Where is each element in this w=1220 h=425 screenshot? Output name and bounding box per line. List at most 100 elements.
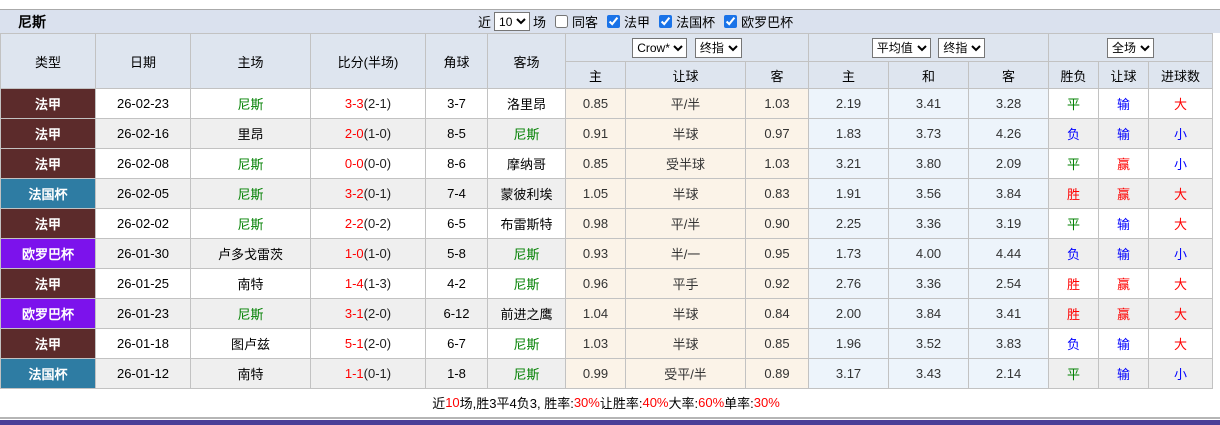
avg-away-odds: 4.26 xyxy=(968,118,1050,149)
sub-col-handicap-result: 让球 xyxy=(1098,61,1150,89)
halftime-score: (0-0) xyxy=(363,156,392,171)
scope-select[interactable]: 全场 xyxy=(1107,37,1155,58)
coupe-filter-label: 法国杯 xyxy=(676,15,716,30)
match-date: 26-02-23 xyxy=(95,88,191,119)
league-badge: 法甲 xyxy=(0,208,96,239)
summary-text: 近 xyxy=(432,396,446,411)
result-badge: 负 xyxy=(1048,238,1100,269)
match-date: 26-02-02 xyxy=(95,208,191,239)
avg-home-odds: 1.96 xyxy=(808,328,890,359)
bottom-divider xyxy=(0,417,1220,419)
match-date: 26-02-08 xyxy=(95,148,191,179)
fulltime-score: 2-2 xyxy=(344,216,364,231)
europa-filter-checkbox[interactable] xyxy=(724,15,738,28)
home-team: 尼斯 xyxy=(190,208,311,239)
score: 5-1(2-0) xyxy=(310,328,426,359)
result-badge: 平 xyxy=(1048,148,1100,179)
odds-away: 0.89 xyxy=(744,358,810,389)
match-date: 26-01-18 xyxy=(95,328,191,359)
win-rate: 30% xyxy=(573,395,600,410)
fulltime-score: 3-3 xyxy=(344,96,364,111)
ligue1-filter-checkbox[interactable] xyxy=(607,15,621,28)
sub-col-goals: 进球数 xyxy=(1148,61,1214,89)
summary-text: 单率: xyxy=(724,396,754,411)
corner-score: 6-7 xyxy=(425,328,488,359)
halftime-score: (1-0) xyxy=(363,126,392,141)
handicap-result: 赢 xyxy=(1098,268,1150,299)
avg-away-odds: 3.19 xyxy=(968,208,1050,239)
avg-away-odds: 2.54 xyxy=(968,268,1050,299)
fulltime-score: 3-1 xyxy=(344,306,364,321)
recent-count-select[interactable]: 10 xyxy=(494,12,531,31)
odds-home: 1.03 xyxy=(565,328,626,359)
match-date: 26-01-30 xyxy=(95,238,191,269)
corner-score: 8-6 xyxy=(425,148,488,179)
bookmaker-select[interactable]: Crow* xyxy=(632,37,688,58)
home-team: 图卢兹 xyxy=(190,328,311,359)
odds-away: 0.84 xyxy=(744,298,810,329)
col-type: 类型 xyxy=(0,33,96,89)
odds-home: 1.04 xyxy=(565,298,626,329)
away-team: 前进之鹰 xyxy=(487,298,566,329)
summary-count: 10 xyxy=(445,395,460,410)
goals-result: 大 xyxy=(1148,178,1214,209)
halftime-score: (1-0) xyxy=(363,246,392,261)
goals-result: 小 xyxy=(1148,118,1214,149)
odds-home: 0.91 xyxy=(565,118,626,149)
sub-col-avg-home: 主 xyxy=(808,61,890,89)
fulltime-score: 2-0 xyxy=(344,126,364,141)
home-team: 尼斯 xyxy=(190,298,311,329)
avg-away-odds: 3.28 xyxy=(968,88,1050,119)
goals-result: 大 xyxy=(1148,328,1214,359)
avg-away-odds: 4.44 xyxy=(968,238,1050,269)
avg-away-odds: 3.41 xyxy=(968,298,1050,329)
league-badge: 法甲 xyxy=(0,118,96,149)
handicap-result: 输 xyxy=(1098,358,1150,389)
coupe-filter-checkbox[interactable] xyxy=(659,15,673,28)
table-row: 法甲 26-02-02 尼斯 2-2(0-2) 6-5 布雷斯特 0.98 平/… xyxy=(0,208,1214,239)
avg-select[interactable]: 平均值 xyxy=(871,37,931,58)
league-badge: 法国杯 xyxy=(0,178,96,209)
odds-home: 1.05 xyxy=(565,178,626,209)
odds-away: 1.03 xyxy=(744,88,810,119)
halftime-score: (2-1) xyxy=(363,96,392,111)
same-away-checkbox[interactable] xyxy=(555,15,569,28)
result-badge: 平 xyxy=(1048,208,1100,239)
score: 2-0(1-0) xyxy=(310,118,426,149)
table-row: 法甲 26-01-18 图卢兹 5-1(2-0) 6-7 尼斯 1.03 半球 … xyxy=(0,328,1214,359)
result-badge: 胜 xyxy=(1048,178,1100,209)
result-badge: 平 xyxy=(1048,88,1100,119)
handicap-result: 赢 xyxy=(1098,178,1150,209)
result-badge: 负 xyxy=(1048,118,1100,149)
league-badge: 法甲 xyxy=(0,148,96,179)
col-score: 比分(半场) xyxy=(310,33,426,89)
corner-score: 1-8 xyxy=(425,358,488,389)
result-badge: 负 xyxy=(1048,328,1100,359)
avg-away-odds: 2.14 xyxy=(968,358,1050,389)
away-team: 尼斯 xyxy=(487,238,566,269)
avg-odds-group: 平均值 终指 xyxy=(808,33,1050,62)
avg-stage-select[interactable]: 终指 xyxy=(938,37,986,58)
avg-home-odds: 3.17 xyxy=(808,358,890,389)
odds-stage-select[interactable]: 终指 xyxy=(694,37,742,58)
handicap-result: 输 xyxy=(1098,328,1150,359)
europa-filter-label: 欧罗巴杯 xyxy=(741,15,794,30)
avg-home-odds: 1.73 xyxy=(808,238,890,269)
avg-away-odds: 3.83 xyxy=(968,328,1050,359)
avg-home-odds: 2.25 xyxy=(808,208,890,239)
match-date: 26-01-23 xyxy=(95,298,191,329)
handicap-line: 平手 xyxy=(625,268,746,299)
home-team: 尼斯 xyxy=(190,148,311,179)
away-team: 洛里昂 xyxy=(487,88,566,119)
corner-score: 3-7 xyxy=(425,88,488,119)
recent-label: 近 xyxy=(478,15,492,30)
score: 3-1(2-0) xyxy=(310,298,426,329)
avg-home-odds: 3.21 xyxy=(808,148,890,179)
table-row: 法甲 26-02-16 里昂 2-0(1-0) 8-5 尼斯 0.91 半球 0… xyxy=(0,118,1214,149)
score: 1-1(0-1) xyxy=(310,358,426,389)
result-group: 全场 xyxy=(1048,33,1214,62)
league-badge: 法甲 xyxy=(0,268,96,299)
odds-home: 0.93 xyxy=(565,238,626,269)
score: 3-2(0-1) xyxy=(310,178,426,209)
